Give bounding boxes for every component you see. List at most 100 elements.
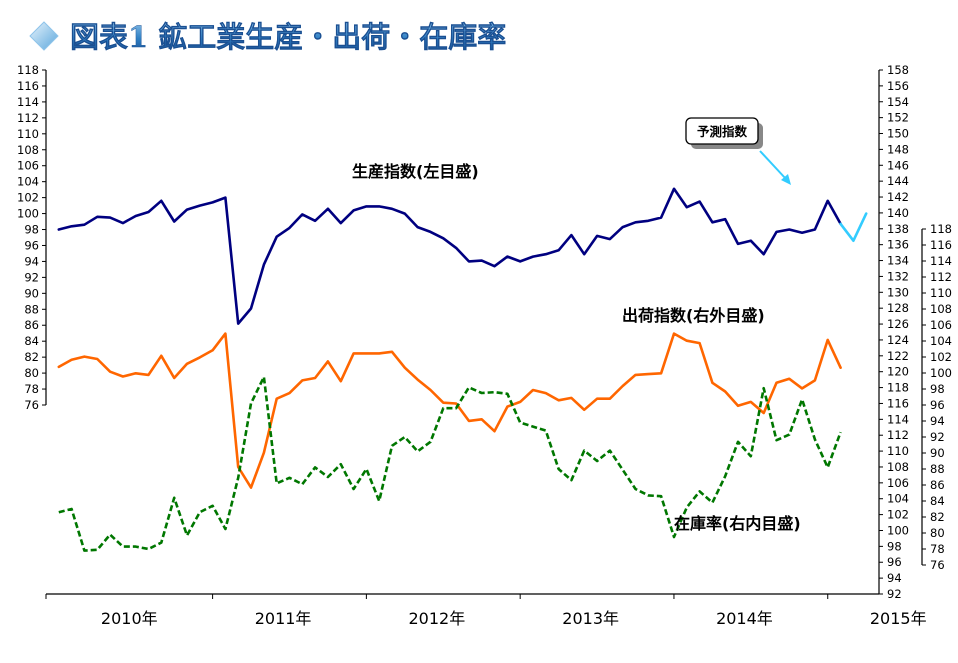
right-outer-axis-tick-label: 100 (887, 523, 909, 537)
left-axis-tick-label: 82 (24, 350, 39, 364)
right-outer-axis-tick-label: 154 (887, 95, 909, 109)
left-axis-tick-label: 104 (17, 175, 39, 189)
right-inner-axis-tick-label: 86 (930, 478, 945, 492)
right-outer-axis-tick-label: 122 (887, 349, 909, 363)
x-tick-label: 2013年 (562, 609, 619, 628)
right-inner-axis-tick-label: 94 (930, 414, 945, 428)
chart-title-text: 図表1 鉱工業生産・出荷・在庫率 (70, 20, 506, 54)
right-outer-axis-tick-label: 120 (887, 365, 909, 379)
right-outer-axis-tick-label: 146 (887, 158, 909, 172)
right-inner-axis-tick-label: 104 (930, 334, 952, 348)
right-outer-axis-tick-label: 108 (887, 460, 909, 474)
left-axis-tick-label: 114 (17, 95, 39, 109)
right-outer-axis-tick-label: 114 (887, 412, 909, 426)
left-axis-tick-label: 92 (24, 270, 39, 284)
right-outer-axis-tick-label: 102 (887, 508, 909, 522)
right-outer-axis-tick-label: 134 (887, 254, 909, 268)
callout-box (685, 117, 759, 145)
right-inner-axis-tick-label: 102 (930, 350, 952, 364)
left-axis-tick-label: 76 (24, 398, 39, 412)
left-axis-tick-label: 106 (17, 159, 39, 173)
left-axis-tick-label: 98 (24, 223, 39, 237)
left-axis-tick-label: 110 (17, 127, 39, 141)
series-line-3 (58, 375, 842, 552)
right-inner-axis-tick-label: 118 (930, 222, 952, 236)
left-axis-tick-label: 96 (24, 238, 39, 252)
left-axis-tick-label: 80 (24, 366, 39, 380)
series-annotation: 出荷指数(右外目盛) (622, 306, 765, 325)
right-inner-axis: 76 78 80 82 84 86 88 90 92 94 96 98 100 102 104 106 108 1… (921, 222, 952, 572)
right-outer-axis-tick-label: 92 (887, 587, 902, 601)
right-outer-axis-tick-label: 138 (887, 222, 909, 236)
right-outer-axis-tick-label: 140 (887, 206, 909, 220)
left-axis-tick-label: 112 (17, 111, 39, 125)
left-axis-tick-label: 86 (24, 318, 39, 332)
right-inner-axis-tick-label: 110 (930, 286, 952, 300)
right-outer-axis-tick-label: 128 (887, 301, 909, 315)
right-outer-axis-tick-label: 136 (887, 238, 909, 252)
right-outer-axis-tick-label: 124 (887, 333, 909, 347)
right-inner-axis-tick-label: 114 (930, 254, 952, 268)
right-outer-axis-tick-label: 96 (887, 555, 902, 569)
left-axis-tick-label: 84 (24, 334, 39, 348)
right-inner-axis-tick-label: 76 (930, 558, 945, 572)
right-outer-axis-tick-label: 98 (887, 539, 902, 553)
right-outer-axis-tick-label: 142 (887, 190, 909, 204)
series-layer (57, 187, 868, 552)
right-inner-axis-tick-label: 108 (930, 302, 952, 316)
right-outer-axis-tick-label: 116 (887, 396, 909, 410)
left-axis-tick-label: 100 (17, 207, 39, 221)
series-line-1 (839, 212, 868, 242)
right-outer-axis-tick-label: 130 (887, 285, 909, 299)
right-inner-axis-tick-label: 80 (930, 526, 945, 540)
right-outer-axis-tick-label: 118 (887, 381, 909, 395)
left-axis-tick-label: 94 (24, 254, 39, 268)
x-tick-label: 2015年 (870, 609, 927, 628)
right-inner-axis-tick-label: 88 (930, 462, 945, 476)
annotation-layer: 生産指数(左目盛) 出荷指数(右外目盛) 在庫率(右内目盛) 予測指数 (352, 117, 801, 533)
right-inner-axis-tick-label: 90 (930, 446, 945, 460)
right-outer-axis-tick-label: 156 (887, 79, 909, 93)
right-outer-axis-tick-label: 106 (887, 476, 909, 490)
left-axis-tick-label: 78 (24, 382, 39, 396)
series-annotation: 生産指数(左目盛) (352, 162, 479, 181)
right-inner-axis-tick-label: 82 (930, 510, 945, 524)
right-inner-axis-tick-label: 100 (930, 366, 952, 380)
forecast-callout: 予測指数 (685, 117, 791, 185)
right-inner-axis-tick-label: 84 (930, 494, 945, 508)
right-outer-axis-tick-label: 152 (887, 111, 909, 125)
callout-arrow (759, 150, 787, 180)
right-outer-axis-tick-label: 148 (887, 142, 909, 156)
series-line-2 (57, 332, 842, 489)
x-axis: 2010年 2011年 2012年 2013年 2014年 2015年 (45, 593, 927, 628)
series-line-0 (57, 187, 842, 325)
left-axis-tick-label: 102 (17, 191, 39, 205)
right-inner-axis-tick-label: 92 (930, 430, 945, 444)
right-inner-axis-tick-label: 112 (930, 270, 952, 284)
axes: 7678808284868890929496981001021041061081… (17, 63, 952, 628)
series-annotation: 在庫率(右内目盛) (674, 514, 801, 533)
x-tick-label: 2014年 (716, 609, 773, 628)
x-tick-label: 2010年 (101, 609, 158, 628)
right-inner-axis-tick-label: 78 (930, 542, 945, 556)
right-inner-axis-tick-label: 98 (930, 382, 945, 396)
right-outer-axis-tick-label: 150 (887, 127, 909, 141)
callout-label: 予測指数 (697, 124, 748, 139)
left-axis-tick-label: 90 (24, 286, 39, 300)
chart-title: 図表1 鉱工業生産・出荷・在庫率 (29, 20, 506, 54)
x-tick-label: 2011年 (255, 609, 312, 628)
x-tick-label: 2012年 (409, 609, 466, 628)
right-outer-axis-tick-label: 94 (887, 571, 902, 585)
left-axis-tick-label: 88 (24, 302, 39, 316)
right-outer-axis-tick-label: 112 (887, 428, 909, 442)
right-outer-axis-tick-label: 158 (887, 63, 909, 77)
right-outer-axis-tick-label: 110 (887, 444, 909, 458)
callout-arrowhead (781, 174, 791, 185)
right-inner-axis-tick-label: 96 (930, 398, 945, 412)
right-inner-axis-tick-label: 106 (930, 318, 952, 332)
right-outer-axis-tick-label: 104 (887, 492, 909, 506)
right-outer-axis-tick-label: 144 (887, 174, 909, 188)
